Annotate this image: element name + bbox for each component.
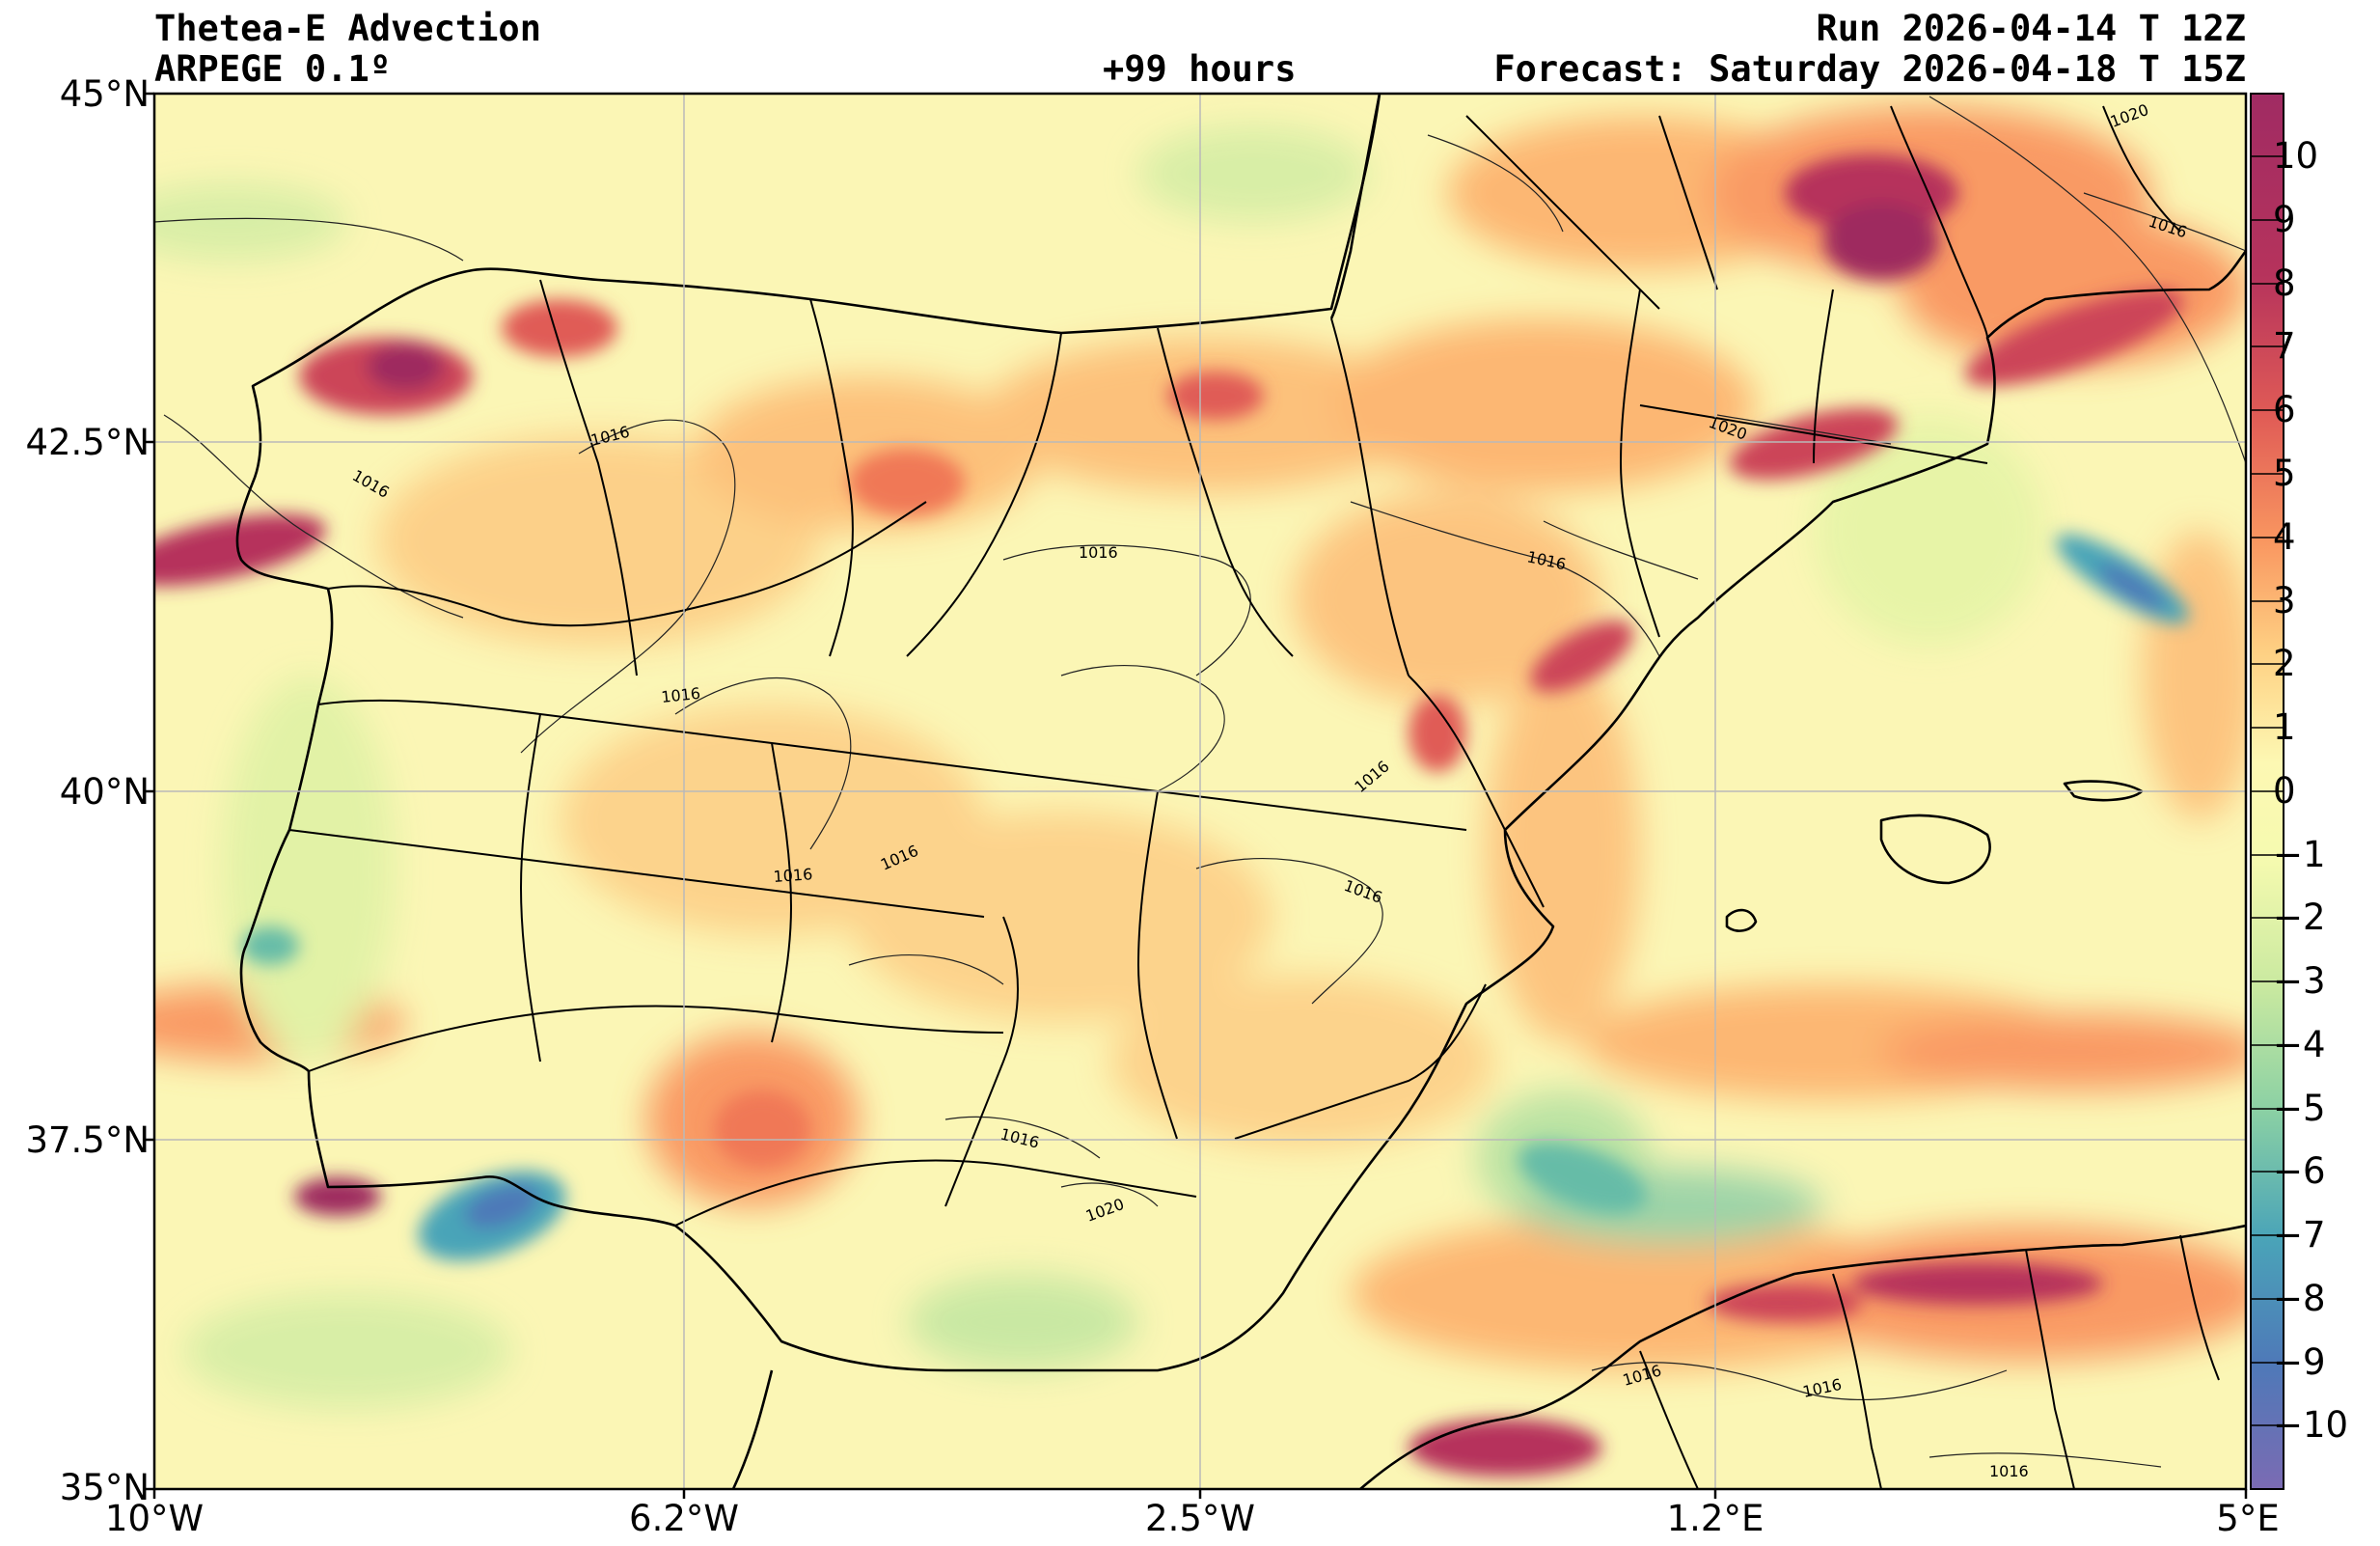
lon-label: 1.2°E (1666, 1498, 1764, 1539)
contour-label: 1016 (1989, 1462, 2029, 1480)
axis-ticks (145, 92, 2248, 1499)
lon-label: 6.2°W (629, 1498, 739, 1539)
regional-borders (288, 105, 2220, 1489)
model-name: ARPEGE 0.1º (154, 48, 392, 90)
lead-time: +99 hours (1103, 48, 1297, 90)
gridlines (154, 94, 2246, 1489)
run-time: Run 2026-04-14 T 12Z (1816, 8, 2246, 49)
colorbar-tick: −10 (2273, 1404, 2349, 1446)
pressure-contours (154, 96, 2246, 1468)
colorbar-tick: 10 (2273, 135, 2319, 177)
colorbar-tick: −6 (2273, 1150, 2326, 1192)
lat-label: 40°N (59, 771, 150, 813)
map-title: Thetea-E Advection (154, 8, 541, 49)
lon-label: 2.5°W (1145, 1498, 1255, 1539)
colorbar-tick: 6 (2273, 389, 2296, 430)
colorbar-tick: 3 (2273, 580, 2296, 621)
colorbar-tick: 7 (2273, 325, 2296, 367)
colorbar (2250, 93, 2284, 1490)
lat-label: 37.5°N (25, 1119, 150, 1161)
colorbar-tick: −1 (2273, 834, 2326, 875)
colorbar-tick: −4 (2273, 1024, 2326, 1065)
lon-label: 5°E (2216, 1498, 2280, 1539)
contour-label: 1016 (660, 684, 700, 706)
colorbar-tick: −9 (2273, 1341, 2326, 1383)
colorbar-tick: −5 (2273, 1088, 2326, 1129)
contour-label: 1016 (773, 865, 813, 886)
colorbar-tick: −7 (2273, 1214, 2326, 1256)
lon-label: 10°W (104, 1498, 205, 1539)
colorbar-tick: 4 (2273, 516, 2296, 558)
colorbar-tick: −3 (2273, 960, 2326, 1002)
lat-label: 45°N (59, 73, 150, 115)
lat-label: 42.5°N (25, 422, 150, 463)
forecast-time: Forecast: Saturday 2026-04-18 T 15Z (1493, 48, 2246, 90)
colorbar-tick: 0 (2273, 770, 2296, 812)
colorbar-tick: 2 (2273, 643, 2296, 684)
lat-label: 35°N (59, 1467, 150, 1508)
colorbar-tick: 1 (2273, 706, 2296, 748)
contour-label: 1016 (1079, 543, 1118, 562)
colorbar-tick: 5 (2273, 453, 2296, 494)
colorbar-tick: −8 (2273, 1278, 2326, 1319)
coastlines (235, 94, 2246, 1489)
theta-e-advection-field: 1016 1016 1016 1016 1016 1016 1016 1016 … (154, 94, 2246, 1489)
colorbar-tick: 8 (2273, 262, 2296, 304)
colorbar-tick: −2 (2273, 897, 2326, 938)
colorbar-tick: 9 (2273, 199, 2296, 240)
